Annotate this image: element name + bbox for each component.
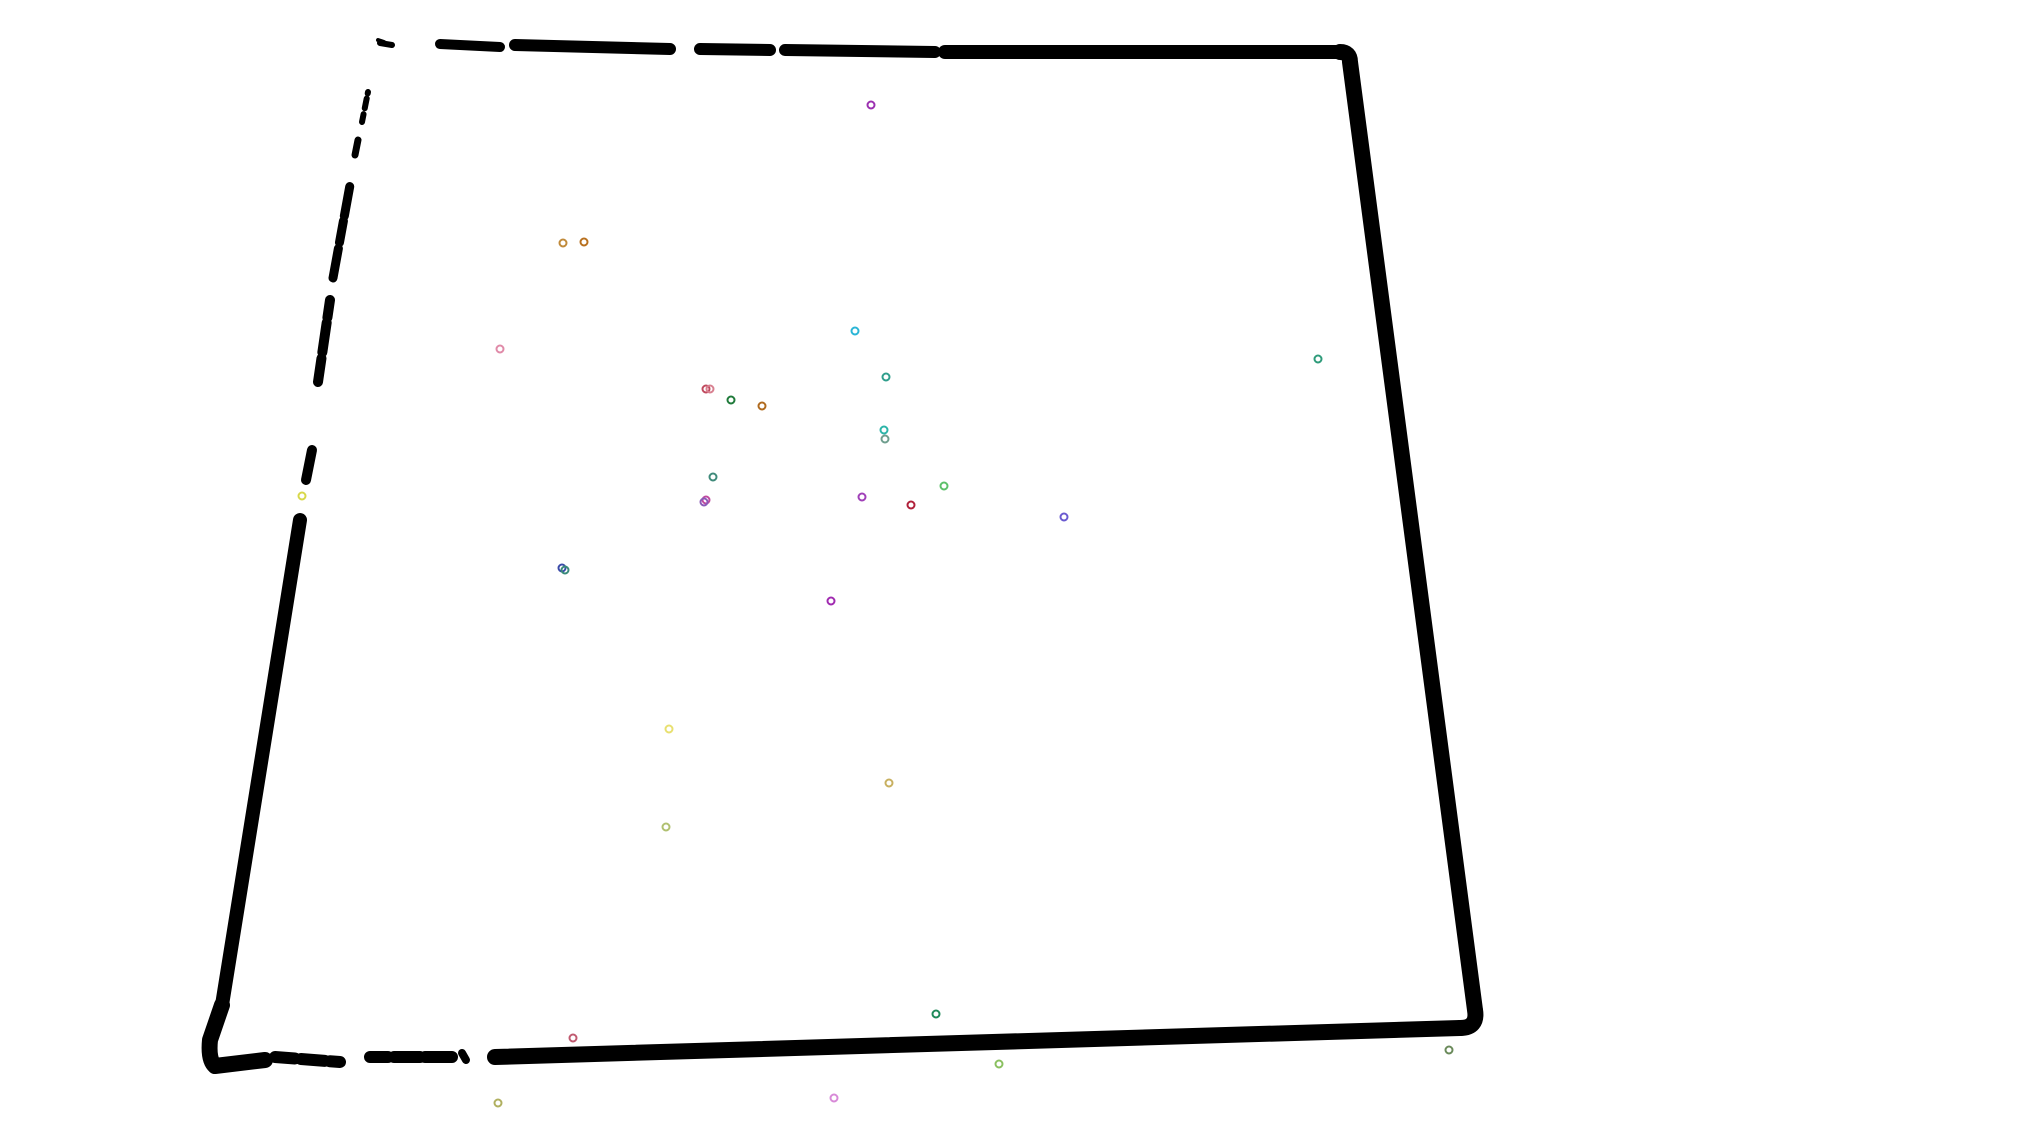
marker [884,778,894,788]
marker [495,344,505,354]
marker [699,497,709,507]
marker [701,384,711,394]
marker [994,1059,1004,1069]
marker [726,395,736,405]
right-edge [1332,44,1484,1036]
marker [757,401,767,411]
bottom-edge-seg-3 [269,1051,346,1068]
marker [705,384,715,394]
marker [826,596,836,606]
marker [879,425,889,435]
left-edge-seg-2 [313,295,335,387]
marker [857,492,867,502]
boundary-frame [201,38,1484,1074]
marker [560,565,570,575]
top-edge-seg-3 [509,39,676,55]
marker [1059,512,1069,522]
left-edge-lower [215,513,307,1012]
left-edge-seg-3 [328,180,355,283]
marker [906,500,916,510]
keypoint-markers [297,100,1454,1108]
marker [866,100,876,110]
marker [493,1098,503,1108]
marker [568,1033,578,1043]
marker [1444,1045,1454,1055]
marker [880,434,890,444]
marker [579,237,589,247]
marker [708,472,718,482]
marker [881,372,891,382]
left-edge-seg-1 [301,445,317,485]
marker [931,1009,941,1019]
top-edge-seg-5 [779,44,941,58]
marker [558,238,568,248]
left-edge-seg-6 [376,38,386,44]
left-edge-seg-4 [351,136,362,159]
marker [829,1093,839,1103]
marker [850,326,860,336]
left-edge-seg-5 [359,89,371,125]
bottom-left-corner [201,997,273,1074]
bottom-edge-seg-1 [458,1049,470,1064]
top-edge-seg-2 [435,39,505,52]
marker [661,822,671,832]
marker [701,495,711,505]
marker [664,724,674,734]
marker [939,481,949,491]
marker [297,491,307,501]
marker [1313,354,1323,364]
bottom-edge-solid [487,1020,1468,1065]
top-edge-seg-4 [694,43,776,56]
